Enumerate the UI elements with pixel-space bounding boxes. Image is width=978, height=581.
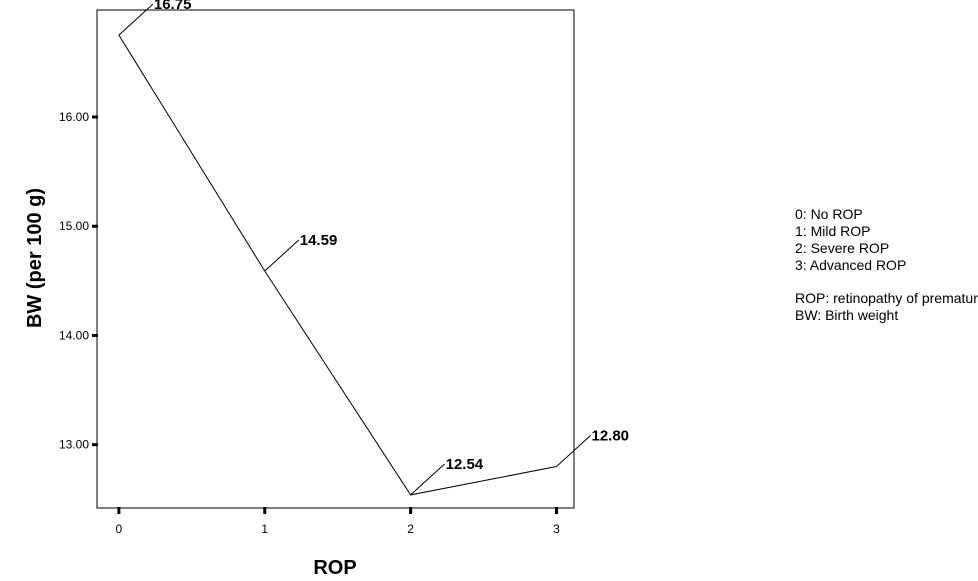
x-axis-title: ROP [313,557,356,579]
y-tick-label: 16.00 [59,110,89,124]
legend-item-2: 2: Severe ROP [795,240,890,256]
data-label: 16.75 [154,0,192,13]
legend: 0: No ROP 1: Mild ROP 2: Severe ROP 3: A… [795,206,978,324]
data-label-leader [556,435,591,467]
legend-item-0: 0: No ROP [795,206,863,222]
y-axis: 13.00 14.00 15.00 16.00 [59,110,98,452]
data-label: 14.59 [300,232,338,249]
data-label-leader [410,463,445,496]
x-tick-label: 3 [553,522,560,536]
y-tick-label: 15.00 [59,219,89,233]
plot-frame [96,9,575,509]
data-label-leader [264,239,300,272]
y-tick-label: 13.00 [59,438,89,452]
legend-note-rop: ROP: retinopathy of prematurity [795,290,978,306]
x-tick-label: 2 [407,522,414,536]
x-axis: 0 1 2 3 [116,507,560,536]
legend-item-3: 3: Advanced ROP [795,257,907,273]
data-label: 12.80 [591,428,629,445]
data-labels: 16.75 14.59 12.54 12.80 [118,0,629,496]
y-axis-title: BW (per 100 g) [24,188,46,328]
data-label-leader [118,3,154,36]
x-tick-label: 0 [116,522,123,536]
legend-note-bw: BW: Birth weight [795,307,899,323]
x-tick-label: 1 [261,522,268,536]
y-tick-label: 14.00 [59,328,89,342]
series-line [118,34,557,496]
data-label: 12.54 [446,456,484,473]
legend-item-1: 1: Mild ROP [795,223,871,239]
